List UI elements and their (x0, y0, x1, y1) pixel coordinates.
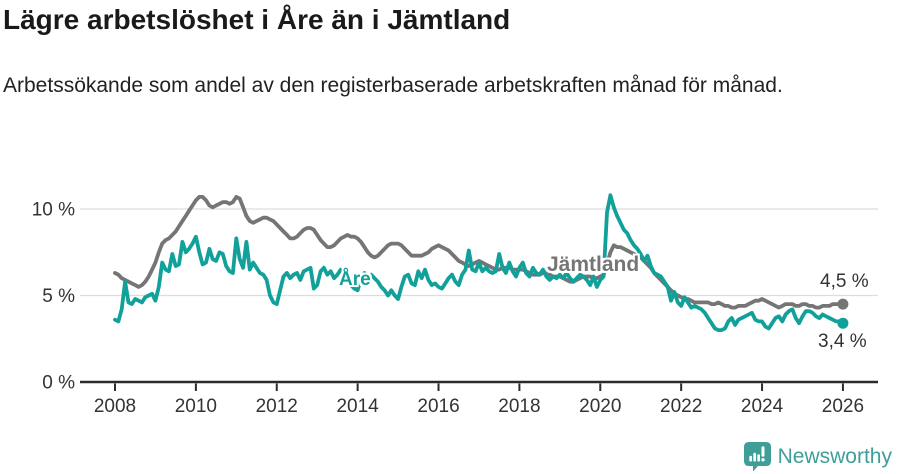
y-tick-label: 10 % (32, 200, 75, 221)
x-tick-label: 2020 (579, 396, 621, 417)
series-label-jamtland: Jämtland (547, 253, 640, 276)
axis-tick-labels: 0 % 5 % 10 % 2008 2010 2012 2014 2016 2018 2020 20… (32, 200, 864, 418)
x-tick-label: 2014 (336, 396, 379, 417)
x-tick-label: 2022 (660, 396, 702, 417)
x-axis (80, 380, 878, 391)
chart-subtitle: Arbetssökande som andel av den registerb… (3, 74, 783, 97)
line-jamtland (113, 195, 845, 310)
y-tick-label: 0 % (42, 373, 75, 394)
x-tick-label: 2024 (741, 396, 784, 417)
x-tick-label: 2026 (822, 396, 864, 417)
newsworthy-logo-icon (743, 442, 771, 471)
x-tick-label: 2012 (256, 396, 298, 417)
x-tick-label: 2010 (175, 396, 217, 417)
chart-title: Lägre arbetslöshet i Åre än i Jämtland (3, 4, 511, 35)
y-tick-label: 5 % (42, 286, 75, 307)
end-dot-are (837, 317, 849, 329)
end-value-jamtland: 4,5 % (820, 271, 869, 292)
brand-footer: Newsworthy (743, 442, 892, 471)
end-value-are: 3,4 % (818, 331, 867, 352)
end-dot-jamtland (837, 298, 849, 310)
series-label-are: Åre (339, 269, 371, 290)
series-lines (113, 193, 849, 332)
x-tick-label: 2016 (417, 396, 459, 417)
line-are (113, 193, 845, 332)
x-tick-label: 2008 (94, 396, 136, 417)
brand-name: Newsworthy (777, 444, 892, 468)
x-tick-label: 2018 (498, 396, 540, 417)
